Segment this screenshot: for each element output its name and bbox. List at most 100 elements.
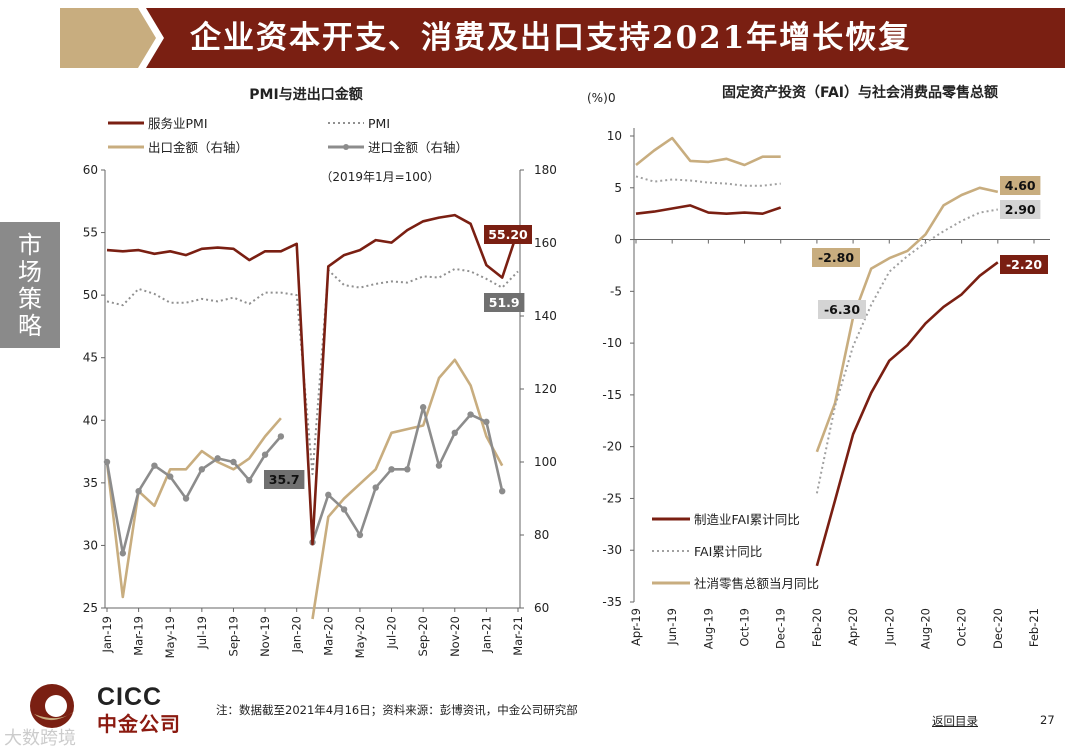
left-chart-title: PMI与进出口金额 bbox=[249, 86, 362, 103]
left-series-point bbox=[214, 455, 221, 462]
right-chart-y-tick-label: -20 bbox=[602, 440, 622, 454]
right-y-tick-label: 160 bbox=[534, 236, 557, 250]
right-chart-x-tick-label: Dec-19 bbox=[774, 608, 788, 649]
right-series-line bbox=[635, 204, 999, 567]
right-y-tick-label: 120 bbox=[534, 382, 557, 396]
right-y-tick-label: 80 bbox=[534, 528, 549, 542]
left-legend-label: 服务业PMI bbox=[148, 116, 208, 131]
right-chart-y-tick-label: -5 bbox=[610, 284, 622, 298]
logo-chinese-name: 中金公司 bbox=[97, 712, 181, 736]
watermark: 大数跨境 bbox=[4, 728, 76, 749]
left-series-point bbox=[135, 488, 142, 495]
left-y-tick-label: 25 bbox=[83, 601, 98, 615]
left-x-tick-label: Jul-19 bbox=[195, 616, 209, 650]
source-note: 注：数据截至2021年4月16日；资料来源：彭博资讯，中金公司研究部 bbox=[216, 703, 578, 717]
right-chart-y-tick-label: 0 bbox=[614, 233, 622, 247]
left-series-point bbox=[404, 466, 411, 473]
left-x-tick-label: Jul-20 bbox=[385, 616, 399, 650]
left-legend-label: 出口金额（右轴） bbox=[148, 140, 248, 155]
side-tab[interactable]: 市场策略 bbox=[0, 222, 60, 348]
right-y-unit-label: (%) bbox=[587, 91, 608, 105]
right-chart-x-tick-label: Feb-20 bbox=[810, 608, 824, 647]
right-chart-title: 固定资产投资（FAI）与社会消费品零售总额 bbox=[722, 84, 998, 101]
left-series-point bbox=[388, 466, 395, 473]
left-series-line bbox=[106, 267, 519, 476]
left-series-point bbox=[340, 506, 348, 513]
left-series-point bbox=[182, 495, 190, 502]
right-chart-y-tick-label: -30 bbox=[602, 543, 622, 557]
left-y-tick-label: 45 bbox=[83, 351, 98, 365]
right-chart-x-tick-label: Aug-20 bbox=[918, 608, 932, 649]
right-y-tick-label: 100 bbox=[534, 455, 557, 469]
left-x-tick-label: Nov-20 bbox=[448, 616, 462, 657]
right-chart-x-tick-label: Dec-20 bbox=[991, 608, 1005, 649]
right-y-tick-label: 140 bbox=[534, 309, 557, 323]
right-data-label-fai-box bbox=[1000, 200, 1041, 219]
right-y-tick-label: 180 bbox=[534, 163, 557, 177]
right-chart-x-tick-label: Feb-21 bbox=[1027, 608, 1041, 647]
left-y-tick-label: 55 bbox=[83, 226, 98, 240]
right-chart-x-tick-label: Apr-20 bbox=[846, 608, 860, 646]
page-number: 27 bbox=[1040, 713, 1055, 727]
right-data-label-mfg-fai: -2.20 bbox=[1006, 257, 1042, 272]
left-x-tick-label: Sep-19 bbox=[226, 616, 240, 656]
left-y-tick-label: 60 bbox=[83, 163, 98, 177]
left-series-line bbox=[311, 358, 504, 620]
right-y-tick-label: 60 bbox=[534, 601, 549, 615]
left-x-tick-label: Mar-21 bbox=[511, 616, 525, 656]
left-legend-marker bbox=[343, 144, 349, 150]
right-data-label-fai-apr-box bbox=[818, 300, 866, 319]
title-banner-shape bbox=[60, 8, 1065, 68]
right-chart-y-tick-label: -35 bbox=[602, 595, 622, 609]
left-series-point bbox=[372, 484, 379, 491]
left-y-tick-label: 35 bbox=[83, 476, 98, 490]
right-chart-y-tick-label: 5 bbox=[614, 181, 622, 195]
right-data-label-fai-apr: -6.30 bbox=[824, 302, 860, 317]
side-tab-label: 市场策略 bbox=[18, 231, 42, 340]
left-series-point bbox=[483, 418, 490, 426]
cicc-logo-icon bbox=[30, 684, 76, 728]
back-to-contents-link[interactable]: 返回目录 bbox=[932, 714, 978, 728]
left-series-point bbox=[261, 451, 269, 458]
left-series-point bbox=[167, 473, 174, 480]
left-x-tick-label: Nov-19 bbox=[258, 616, 272, 657]
right-chart-x-tick-label: Jun-19 bbox=[665, 608, 679, 646]
left-legend-label: 进口金额（右轴） bbox=[368, 140, 468, 155]
right-series-line bbox=[635, 175, 998, 494]
right-chart-x-tick-label: Aug-19 bbox=[701, 608, 715, 649]
left-data-label-imports-box bbox=[264, 470, 305, 489]
right-legend-label: 社消零售总额当月同比 bbox=[694, 576, 819, 591]
left-series-point bbox=[103, 458, 111, 466]
right-data-label-fai: 2.90 bbox=[1005, 202, 1036, 217]
left-y-tick-label: 50 bbox=[83, 288, 98, 302]
left-series-point bbox=[246, 477, 253, 484]
right-y-zero-label: 0 bbox=[608, 91, 616, 105]
left-series-point bbox=[151, 462, 158, 469]
left-x-tick-label: Jan-19 bbox=[100, 616, 114, 654]
left-series-point bbox=[198, 466, 206, 473]
left-x-tick-label: May-20 bbox=[353, 616, 367, 658]
right-data-label-retail-apr-box bbox=[812, 248, 860, 267]
left-series-point bbox=[277, 433, 285, 440]
right-chart-x-tick-label: Jun-20 bbox=[882, 608, 896, 646]
right-chart-x-tick-label: Oct-19 bbox=[738, 608, 752, 647]
right-chart-x-tick-label: Oct-20 bbox=[955, 608, 969, 647]
right-data-label-retail-apr: -2.80 bbox=[818, 250, 854, 265]
right-data-label-retail-box bbox=[1000, 176, 1041, 195]
left-series-point bbox=[451, 429, 458, 436]
right-legend-label: 制造业FAI累计同比 bbox=[694, 512, 800, 527]
left-series-point bbox=[498, 488, 506, 495]
right-legend-label: FAI累计同比 bbox=[694, 544, 762, 559]
left-series-point bbox=[435, 462, 443, 469]
left-chart-annotation: （2019年1月=100） bbox=[320, 170, 439, 184]
logo-wordmark: CICC bbox=[97, 683, 163, 711]
left-series-point bbox=[325, 491, 332, 499]
right-chart-y-tick-label: -15 bbox=[602, 388, 622, 402]
left-data-label-services-pmi-box bbox=[484, 225, 532, 244]
right-data-label-mfg-fai-box bbox=[1000, 255, 1048, 274]
left-series-line bbox=[105, 417, 282, 599]
left-x-tick-label: Jan-20 bbox=[290, 616, 304, 654]
right-chart-y-tick-label: -10 bbox=[602, 336, 622, 350]
page-title: 企业资本开支、消费及出口支持2021年增长恢复 bbox=[190, 20, 912, 56]
